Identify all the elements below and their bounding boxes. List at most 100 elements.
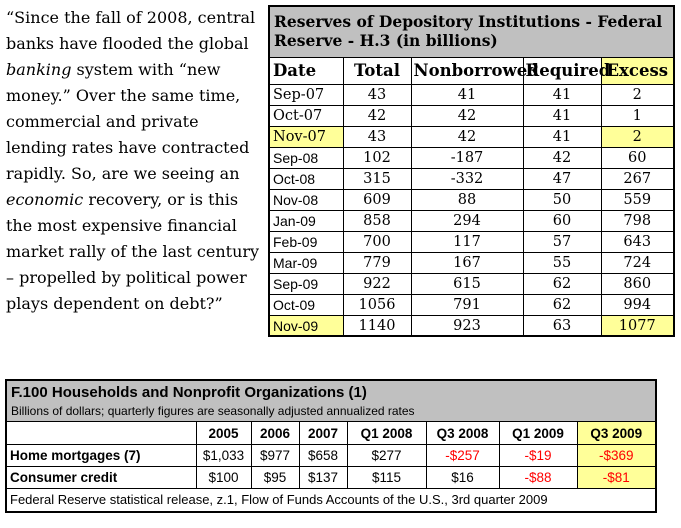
table-row: Oct-09 1056 791 62 994 bbox=[268, 293, 675, 316]
cell-excess: 798 bbox=[600, 209, 675, 232]
cell-nonborrowed: 42 bbox=[410, 125, 524, 148]
cell-nonborrowed: 167 bbox=[410, 251, 524, 274]
households-table-title: F.100 Households and Nonprofit Organizat… bbox=[5, 379, 657, 403]
cell-total: 315 bbox=[342, 167, 412, 190]
households-col-q3-2009: Q3 2009 bbox=[576, 421, 657, 445]
households-title-row: F.100 Households and Nonprofit Organizat… bbox=[5, 379, 657, 403]
cell-excess: 60 bbox=[600, 146, 675, 169]
cell-date: Sep-08 bbox=[268, 146, 344, 169]
households-table: F.100 Households and Nonprofit Organizat… bbox=[5, 379, 657, 513]
table-row: Sep-09 922 615 62 860 bbox=[268, 272, 675, 295]
table-row: Feb-09 700 117 57 643 bbox=[268, 230, 675, 253]
cell-value: $95 bbox=[250, 466, 300, 489]
cell-excess: 860 bbox=[600, 272, 675, 295]
table-row: Home mortgages (7) $1,033 $977 $658 $277… bbox=[5, 444, 657, 467]
cell-required: 62 bbox=[522, 272, 602, 295]
cell-value: $277 bbox=[346, 444, 427, 467]
cell-value: $100 bbox=[195, 466, 252, 489]
cell-value: $16 bbox=[425, 466, 500, 489]
reserves-col-total: Total bbox=[342, 56, 412, 85]
cell-date: Jan-09 bbox=[268, 209, 344, 232]
cell-date: Sep-09 bbox=[268, 272, 344, 295]
cell-date: Oct-07 bbox=[268, 104, 344, 127]
households-col-2005: 2005 bbox=[195, 421, 252, 445]
cell-date: Nov-07 bbox=[268, 125, 344, 148]
cell-value: -$19 bbox=[498, 444, 578, 467]
pull-quote: “Since the fall of 2008, central banks h… bbox=[6, 5, 264, 317]
households-col-q1-2009: Q1 2009 bbox=[498, 421, 578, 445]
table-row: Nov-09 1140 923 63 1077 bbox=[268, 314, 675, 337]
table-row: Sep-07 43 41 41 2 bbox=[268, 83, 675, 106]
cell-required: 60 bbox=[522, 209, 602, 232]
households-header-row: 2005 2006 2007 Q1 2008 Q3 2008 Q1 2009 Q… bbox=[5, 421, 657, 445]
cell-date: Nov-08 bbox=[268, 188, 344, 211]
cell-value: $115 bbox=[346, 466, 427, 489]
quote-italic-economic: economic bbox=[6, 190, 84, 209]
households-col-blank bbox=[5, 421, 197, 445]
cell-required: 47 bbox=[522, 167, 602, 190]
cell-required: 63 bbox=[522, 314, 602, 337]
cell-total: 43 bbox=[342, 125, 412, 148]
cell-nonborrowed: 88 bbox=[410, 188, 524, 211]
quote-text-segment: system with “new money.” Over the same t… bbox=[6, 60, 250, 183]
cell-total: 609 bbox=[342, 188, 412, 211]
cell-required: 62 bbox=[522, 293, 602, 316]
table-row: Nov-07 43 42 41 2 bbox=[268, 125, 675, 148]
cell-nonborrowed: -332 bbox=[410, 167, 524, 190]
table-row: Nov-08 609 88 50 559 bbox=[268, 188, 675, 211]
cell-value: $1,033 bbox=[195, 444, 252, 467]
quote-text-segment: recovery, or is this the most expensive … bbox=[6, 190, 260, 313]
cell-value: -$369 bbox=[576, 444, 657, 467]
cell-value: $977 bbox=[250, 444, 300, 467]
cell-nonborrowed: 615 bbox=[410, 272, 524, 295]
cell-total: 858 bbox=[342, 209, 412, 232]
households-footer-row: Federal Reserve statistical release, z.1… bbox=[5, 488, 657, 513]
table-row: Sep-08 102 -187 42 60 bbox=[268, 146, 675, 169]
cell-date: Nov-09 bbox=[268, 314, 344, 337]
reserves-table: Reserves of Depository Institutions - Fe… bbox=[268, 5, 676, 338]
households-col-q1-2008: Q1 2008 bbox=[346, 421, 427, 445]
households-col-q3-2008: Q3 2008 bbox=[425, 421, 500, 445]
table-row: Oct-07 42 42 41 1 bbox=[268, 104, 675, 127]
cell-nonborrowed: 294 bbox=[410, 209, 524, 232]
cell-excess: 559 bbox=[600, 188, 675, 211]
cell-date: Mar-09 bbox=[268, 251, 344, 274]
cell-value: $137 bbox=[298, 466, 348, 489]
cell-required: 55 bbox=[522, 251, 602, 274]
cell-value: -$257 bbox=[425, 444, 500, 467]
cell-excess: 2 bbox=[600, 83, 675, 106]
cell-nonborrowed: 923 bbox=[410, 314, 524, 337]
cell-nonborrowed: -187 bbox=[410, 146, 524, 169]
cell-total: 779 bbox=[342, 251, 412, 274]
households-table-subtitle: Billions of dollars; quarterly figures a… bbox=[5, 403, 657, 422]
cell-date: Oct-08 bbox=[268, 167, 344, 190]
table-row: Mar-09 779 167 55 724 bbox=[268, 251, 675, 274]
cell-required: 57 bbox=[522, 230, 602, 253]
reserves-title-row: Reserves of Depository Institutions - Fe… bbox=[268, 5, 675, 58]
cell-required: 50 bbox=[522, 188, 602, 211]
cell-nonborrowed: 117 bbox=[410, 230, 524, 253]
cell-date: Oct-09 bbox=[268, 293, 344, 316]
cell-total: 1140 bbox=[342, 314, 412, 337]
cell-nonborrowed: 42 bbox=[410, 104, 524, 127]
cell-excess: 1077 bbox=[600, 314, 675, 337]
reserves-col-required: Required bbox=[522, 56, 610, 85]
households-col-2006: 2006 bbox=[250, 421, 300, 445]
reserves-col-date: Date bbox=[268, 56, 344, 85]
households-table-footer: Federal Reserve statistical release, z.1… bbox=[5, 488, 657, 513]
cell-date: Feb-09 bbox=[268, 230, 344, 253]
quote-text-segment: “Since the fall of 2008, central banks h… bbox=[6, 8, 256, 53]
households-col-2007: 2007 bbox=[298, 421, 348, 445]
cell-nonborrowed: 41 bbox=[410, 83, 524, 106]
cell-total: 43 bbox=[342, 83, 412, 106]
cell-excess: 994 bbox=[600, 293, 675, 316]
reserves-header-row: Date Total Nonborrowed Required Excess bbox=[268, 56, 675, 85]
households-subtitle-row: Billions of dollars; quarterly figures a… bbox=[5, 403, 657, 422]
cell-total: 1056 bbox=[342, 293, 412, 316]
cell-excess: 267 bbox=[600, 167, 675, 190]
cell-nonborrowed: 791 bbox=[410, 293, 524, 316]
cell-excess: 643 bbox=[600, 230, 675, 253]
cell-excess: 2 bbox=[600, 125, 675, 148]
cell-total: 102 bbox=[342, 146, 412, 169]
